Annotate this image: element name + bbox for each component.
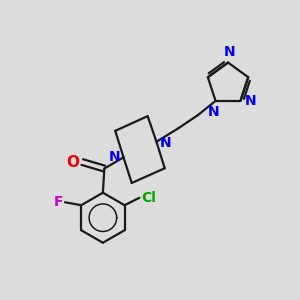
Text: N: N: [224, 45, 235, 59]
Text: N: N: [108, 150, 120, 164]
Text: N: N: [245, 94, 256, 108]
Text: F: F: [53, 195, 63, 209]
Text: N: N: [159, 136, 171, 150]
Text: O: O: [66, 154, 79, 169]
Text: Cl: Cl: [141, 191, 156, 205]
Text: N: N: [207, 105, 219, 119]
